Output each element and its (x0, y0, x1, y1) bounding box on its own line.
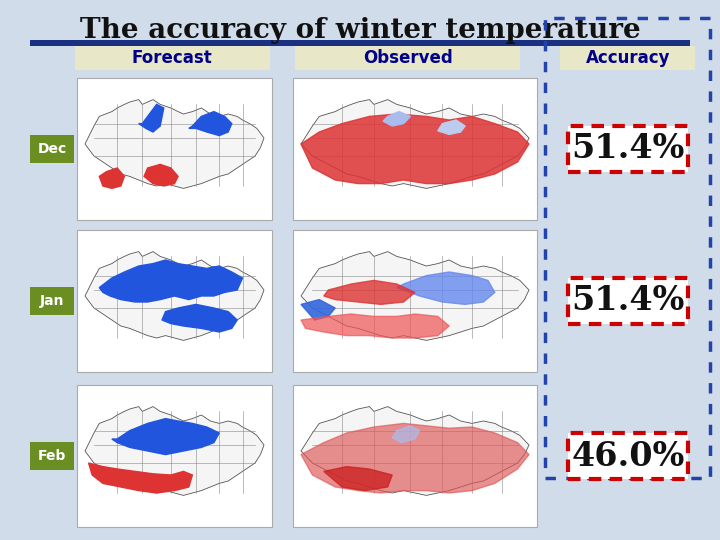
Bar (30, 40, 690, 46)
FancyBboxPatch shape (75, 46, 270, 70)
Polygon shape (324, 280, 415, 305)
Bar (293, 385, 537, 527)
FancyBboxPatch shape (30, 135, 74, 163)
Polygon shape (301, 423, 529, 493)
FancyBboxPatch shape (30, 442, 74, 470)
Text: 46.0%: 46.0% (571, 440, 685, 472)
Polygon shape (99, 260, 243, 302)
Polygon shape (301, 252, 529, 340)
FancyBboxPatch shape (568, 278, 688, 324)
FancyBboxPatch shape (560, 46, 695, 70)
Text: Dec: Dec (37, 142, 67, 156)
Polygon shape (301, 300, 336, 320)
Polygon shape (324, 467, 392, 491)
FancyBboxPatch shape (30, 287, 74, 315)
Bar (77, 385, 272, 527)
Text: Feb: Feb (38, 449, 66, 463)
Text: Observed: Observed (363, 49, 453, 67)
Polygon shape (139, 104, 163, 132)
Polygon shape (85, 407, 264, 495)
Text: Forecast: Forecast (132, 49, 212, 67)
FancyBboxPatch shape (568, 433, 688, 479)
Polygon shape (438, 120, 465, 134)
Polygon shape (301, 99, 529, 188)
Polygon shape (99, 168, 125, 188)
Polygon shape (144, 164, 178, 186)
Polygon shape (189, 112, 232, 136)
Polygon shape (112, 418, 220, 455)
Text: The accuracy of winter temperature: The accuracy of winter temperature (80, 17, 640, 44)
Bar (77, 78, 272, 220)
Text: Accuracy: Accuracy (586, 49, 670, 67)
Polygon shape (301, 407, 529, 495)
Bar (77, 230, 272, 372)
Polygon shape (85, 99, 264, 188)
Text: Jan: Jan (40, 294, 64, 308)
Polygon shape (162, 305, 237, 332)
Text: 51.4%: 51.4% (571, 285, 685, 318)
FancyBboxPatch shape (295, 46, 520, 70)
Text: 51.4%: 51.4% (571, 132, 685, 165)
Polygon shape (301, 114, 529, 184)
Bar (293, 78, 537, 220)
Polygon shape (383, 112, 410, 126)
Polygon shape (397, 272, 495, 305)
FancyBboxPatch shape (568, 126, 688, 172)
Polygon shape (301, 314, 449, 338)
Polygon shape (392, 426, 420, 443)
Bar (293, 230, 537, 372)
Polygon shape (85, 252, 264, 340)
Polygon shape (89, 463, 192, 493)
